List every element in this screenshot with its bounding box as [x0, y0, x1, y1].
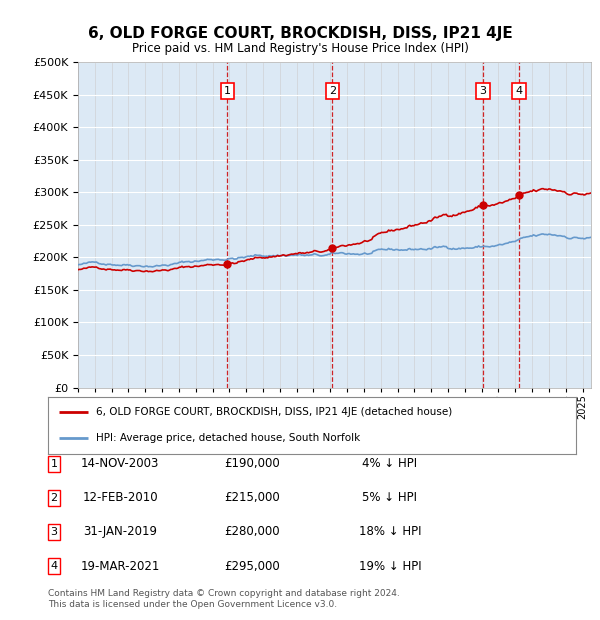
Text: £280,000: £280,000: [224, 526, 280, 538]
Text: 2: 2: [329, 86, 336, 96]
Text: Price paid vs. HM Land Registry's House Price Index (HPI): Price paid vs. HM Land Registry's House …: [131, 42, 469, 55]
Text: 5% ↓ HPI: 5% ↓ HPI: [362, 492, 418, 504]
Text: 4% ↓ HPI: 4% ↓ HPI: [362, 458, 418, 470]
Text: 18% ↓ HPI: 18% ↓ HPI: [359, 526, 421, 538]
Text: HPI: Average price, detached house, South Norfolk: HPI: Average price, detached house, Sout…: [95, 433, 360, 443]
Text: 14-NOV-2003: 14-NOV-2003: [81, 458, 159, 470]
Text: 1: 1: [224, 86, 230, 96]
Text: £295,000: £295,000: [224, 560, 280, 572]
Text: 4: 4: [50, 561, 58, 571]
Text: 19-MAR-2021: 19-MAR-2021: [80, 560, 160, 572]
Text: 4: 4: [515, 86, 523, 96]
Text: 3: 3: [50, 527, 58, 537]
Text: Contains HM Land Registry data © Crown copyright and database right 2024.
This d: Contains HM Land Registry data © Crown c…: [48, 590, 400, 609]
Text: £215,000: £215,000: [224, 492, 280, 504]
Text: 3: 3: [479, 86, 487, 96]
Text: £190,000: £190,000: [224, 458, 280, 470]
Text: 2: 2: [50, 493, 58, 503]
Text: 6, OLD FORGE COURT, BROCKDISH, DISS, IP21 4JE: 6, OLD FORGE COURT, BROCKDISH, DISS, IP2…: [88, 26, 512, 41]
Text: 19% ↓ HPI: 19% ↓ HPI: [359, 560, 421, 572]
Text: 6, OLD FORGE COURT, BROCKDISH, DISS, IP21 4JE (detached house): 6, OLD FORGE COURT, BROCKDISH, DISS, IP2…: [95, 407, 452, 417]
Text: 31-JAN-2019: 31-JAN-2019: [83, 526, 157, 538]
Text: 1: 1: [50, 459, 58, 469]
Text: 12-FEB-2010: 12-FEB-2010: [82, 492, 158, 504]
